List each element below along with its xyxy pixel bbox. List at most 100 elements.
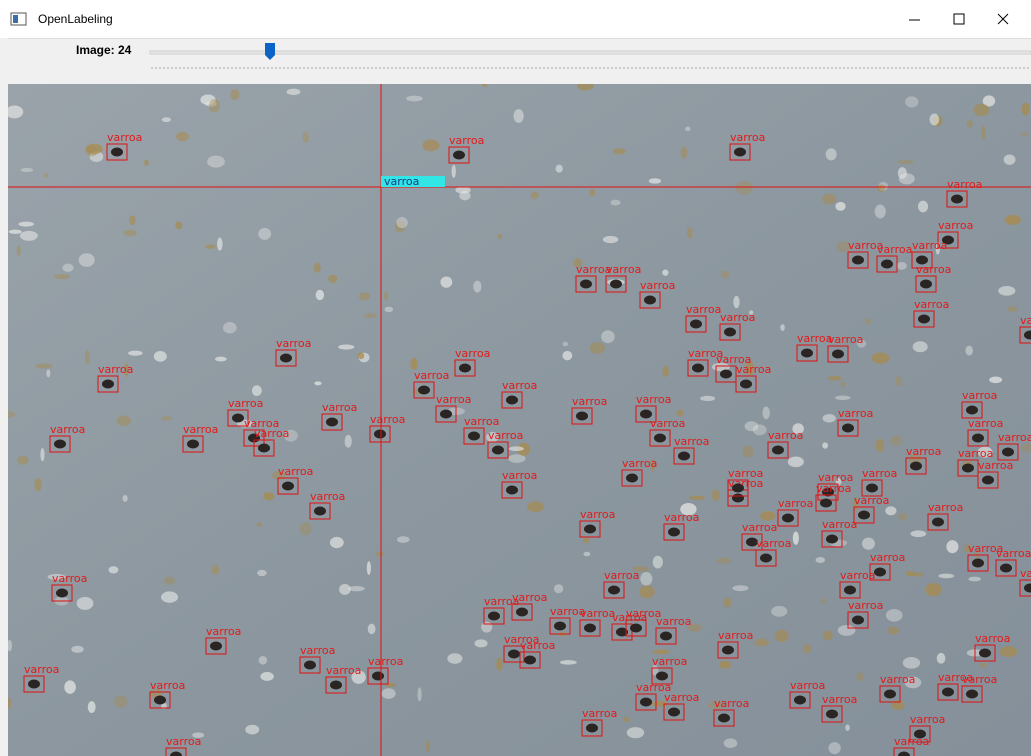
bounding-box[interactable]: varroa bbox=[325, 664, 361, 694]
bounding-box[interactable]: varroa bbox=[977, 459, 1013, 489]
bounding-box[interactable]: varroa bbox=[454, 347, 490, 377]
bounding-box[interactable]: varroa bbox=[51, 572, 87, 602]
bounding-box[interactable]: varroa bbox=[579, 508, 615, 538]
bounding-box[interactable]: varroa bbox=[879, 673, 915, 703]
bounding-box[interactable]: varroa bbox=[549, 605, 585, 635]
bounding-box[interactable]: varroa bbox=[937, 219, 973, 249]
bounding-box[interactable]: varroa bbox=[369, 413, 405, 443]
bounding-box[interactable]: varroa bbox=[227, 397, 263, 427]
bounding-box[interactable]: varroa bbox=[913, 298, 949, 328]
bounding-box[interactable]: varroa bbox=[995, 547, 1031, 577]
bounding-box[interactable]: varroa bbox=[603, 569, 639, 599]
bounding-box[interactable]: varroa bbox=[501, 379, 537, 409]
bounding-box[interactable]: varroa bbox=[1019, 314, 1031, 344]
bounding-box[interactable]: varroa bbox=[413, 369, 449, 399]
bounding-box[interactable]: varroa bbox=[715, 353, 751, 383]
bounding-box[interactable]: varroa bbox=[253, 427, 289, 457]
bounding-box[interactable]: varroa bbox=[719, 311, 755, 341]
bounding-box[interactable]: varroa bbox=[511, 591, 547, 621]
bounding-box[interactable]: varroa bbox=[299, 644, 335, 674]
bounding-box[interactable]: varroa bbox=[463, 415, 499, 445]
bounding-box[interactable]: varroa bbox=[487, 429, 523, 459]
bounding-box[interactable]: varroa bbox=[946, 178, 982, 208]
bounding-box[interactable]: varroa bbox=[581, 707, 617, 737]
bounding-box[interactable]: varroa bbox=[321, 401, 357, 431]
bounding-box[interactable]: varroa bbox=[501, 469, 537, 499]
bounding-box[interactable]: varroa bbox=[796, 332, 832, 362]
bounding-box[interactable]: varroa bbox=[49, 423, 85, 453]
bounding-box[interactable]: varroa bbox=[106, 131, 142, 161]
bounding-box[interactable]: varroa bbox=[961, 389, 997, 419]
bounding-box[interactable]: varroa bbox=[621, 457, 657, 487]
bounding-box[interactable]: varroa bbox=[205, 625, 241, 655]
bounding-box[interactable]: varroa bbox=[611, 611, 647, 641]
bounding-box[interactable]: varroa bbox=[729, 131, 765, 161]
bounding-box[interactable]: varroa bbox=[869, 551, 905, 581]
bounding-box[interactable]: varroa bbox=[635, 393, 671, 423]
bounding-box[interactable]: varroa bbox=[519, 639, 555, 669]
bounding-box[interactable]: varroa bbox=[165, 735, 201, 756]
bounding-box[interactable]: varroa bbox=[967, 542, 1003, 572]
bounding-box[interactable]: varroa bbox=[639, 279, 675, 309]
bounding-box[interactable]: varroa bbox=[839, 569, 875, 599]
bounding-box[interactable]: varroa bbox=[277, 465, 313, 495]
bounding-box[interactable]: varroa bbox=[741, 521, 777, 551]
bounding-box[interactable]: varroa bbox=[961, 673, 997, 703]
bounding-box[interactable]: varroa bbox=[735, 363, 771, 393]
bounding-box[interactable]: varroa bbox=[789, 679, 825, 709]
bounding-box[interactable]: varroa bbox=[821, 518, 857, 548]
bounding-box[interactable]: varroa bbox=[23, 663, 59, 693]
bounding-box[interactable]: varroa bbox=[448, 134, 484, 164]
bounding-box[interactable]: varroa bbox=[821, 693, 857, 723]
bounding-box[interactable]: varroa bbox=[663, 511, 699, 541]
bounding-box[interactable]: varroa bbox=[905, 445, 941, 475]
bounding-box[interactable]: varroa bbox=[275, 337, 311, 367]
bounding-box[interactable]: varroa bbox=[571, 395, 607, 425]
bounding-box[interactable]: varroa bbox=[967, 417, 1003, 447]
bounding-box[interactable]: varroa bbox=[927, 501, 963, 531]
close-button[interactable] bbox=[997, 13, 1009, 25]
bounding-box[interactable]: varroa bbox=[997, 431, 1031, 461]
bounding-box[interactable]: varroa bbox=[649, 417, 685, 447]
bounding-box[interactable]: varroa bbox=[651, 655, 687, 685]
bounding-box[interactable]: varroa bbox=[685, 303, 721, 333]
image-canvas[interactable]: varroa varroa varroavarroavarroavarroavarr… bbox=[8, 84, 1031, 756]
bounding-box[interactable]: varroa bbox=[503, 633, 539, 663]
bounding-box[interactable]: varroa bbox=[915, 263, 951, 293]
bounding-box[interactable]: varroa bbox=[957, 447, 993, 477]
slider-thumb[interactable] bbox=[265, 43, 275, 60]
bounding-box[interactable]: varroa bbox=[149, 679, 185, 709]
bounding-box[interactable]: varroa bbox=[815, 482, 851, 512]
bounding-box[interactable]: varroa bbox=[435, 393, 471, 423]
bounding-box[interactable]: varroa bbox=[309, 490, 345, 520]
bounding-box[interactable]: varroa bbox=[655, 615, 691, 645]
bounding-box[interactable]: varroa bbox=[483, 595, 519, 625]
bounding-box[interactable]: varroa bbox=[853, 494, 889, 524]
bounding-box[interactable]: varroa bbox=[1019, 567, 1031, 597]
bounding-box[interactable]: varroa bbox=[687, 347, 723, 377]
bounding-box[interactable]: varroa bbox=[625, 607, 661, 637]
bounding-box[interactable]: varroa bbox=[847, 239, 883, 269]
bounding-box[interactable]: varroa bbox=[767, 429, 803, 459]
bounding-box[interactable]: varroa bbox=[937, 671, 973, 701]
bounding-box[interactable]: varroa bbox=[827, 333, 863, 363]
bounding-box[interactable]: varroa bbox=[727, 467, 763, 497]
bounding-box[interactable]: varroa bbox=[182, 423, 218, 453]
bounding-box[interactable]: varroa bbox=[861, 467, 897, 497]
bounding-box[interactable]: varroa bbox=[713, 697, 749, 727]
maximize-button[interactable] bbox=[953, 13, 965, 25]
bounding-box[interactable]: varroa bbox=[837, 407, 873, 437]
bounding-box[interactable]: varroa bbox=[635, 681, 671, 711]
bounding-box[interactable]: varroa bbox=[974, 632, 1010, 662]
image-slider[interactable] bbox=[8, 39, 1031, 85]
bounding-box[interactable]: varroa bbox=[755, 537, 791, 567]
bounding-box[interactable]: varroa bbox=[777, 497, 813, 527]
bounding-box[interactable]: varroa bbox=[876, 243, 912, 273]
bounding-box[interactable]: varroa bbox=[575, 263, 611, 293]
bounding-box[interactable]: varroa bbox=[605, 263, 641, 293]
bounding-box[interactable]: varroa bbox=[673, 435, 709, 465]
bounding-box[interactable]: varroa bbox=[847, 599, 883, 629]
bounding-box[interactable]: varroa bbox=[663, 691, 699, 721]
bounding-box[interactable]: varroa bbox=[911, 239, 947, 269]
bounding-box[interactable]: varroa bbox=[717, 629, 753, 659]
